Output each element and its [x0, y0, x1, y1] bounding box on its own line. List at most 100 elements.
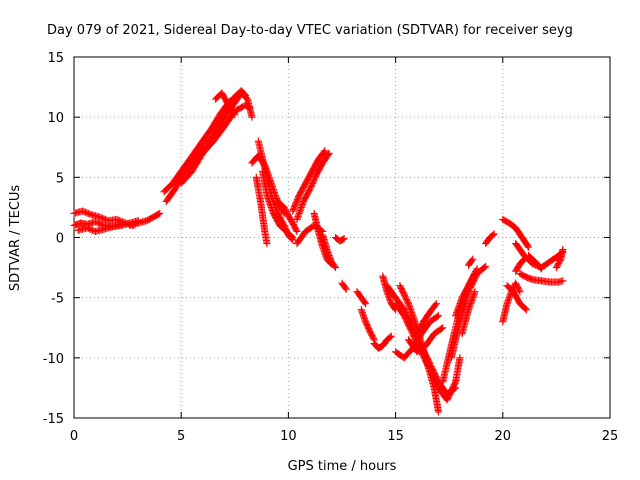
track-marker: [83, 209, 91, 217]
series-arc-23: [357, 306, 378, 344]
series-arc-40: [503, 282, 530, 314]
track-marker: [428, 332, 437, 340]
track-marker: [381, 338, 389, 346]
track-marker: [197, 140, 205, 148]
track-marker: [320, 148, 328, 156]
track-marker: [415, 326, 423, 334]
track-marker: [430, 302, 439, 310]
track-marker: [303, 191, 311, 199]
track-marker: [271, 212, 279, 220]
track-marker: [369, 333, 377, 341]
track-marker: [267, 178, 275, 186]
track-marker: [365, 326, 373, 334]
track-marker: [461, 288, 469, 296]
track-marker: [409, 331, 417, 339]
track-marker: [468, 256, 476, 264]
track-marker: [398, 286, 406, 294]
chart-title: Day 079 of 2021, Sidereal Day-to-day VTE…: [47, 23, 573, 38]
track-marker: [317, 163, 325, 171]
track-marker: [281, 206, 290, 214]
track-marker: [467, 276, 475, 284]
track-marker: [446, 389, 454, 397]
track-marker: [309, 178, 317, 186]
track-marker: [186, 159, 194, 168]
track-marker: [524, 242, 532, 250]
track-marker: [175, 170, 184, 178]
track-marker: [424, 310, 432, 319]
track-marker: [97, 214, 105, 222]
track-marker: [273, 216, 281, 224]
track-marker: [281, 205, 289, 213]
track-marker: [207, 139, 215, 147]
series-arc-37: [482, 230, 498, 248]
series-arc-20: [332, 233, 348, 245]
track-marker: [182, 166, 190, 174]
track-marker: [314, 167, 322, 175]
track-marker: [205, 128, 214, 136]
track-marker: [519, 256, 527, 264]
track-marker: [89, 226, 97, 234]
track-marker: [361, 298, 369, 307]
track-marker: [309, 166, 317, 174]
track-marker: [310, 163, 318, 171]
track-marker: [292, 198, 300, 207]
track-marker: [330, 261, 338, 269]
track-marker: [489, 231, 497, 239]
track-marker: [284, 210, 292, 218]
track-marker: [304, 174, 312, 182]
track-marker: [84, 209, 92, 217]
track-marker: [302, 178, 310, 186]
track-marker: [405, 321, 413, 329]
track-marker: [484, 236, 492, 244]
track-marker: [294, 193, 303, 201]
track-marker: [296, 189, 305, 197]
track-marker: [511, 290, 519, 298]
series-arc-14: [274, 197, 301, 236]
track-marker: [289, 220, 297, 229]
data-point: [312, 171, 320, 179]
track-marker: [513, 294, 521, 302]
y-axis-label: SDTVAR / TECUs: [8, 185, 23, 292]
track-marker: [462, 286, 470, 294]
track-marker: [319, 149, 327, 157]
data-point: [499, 215, 507, 223]
track-marker: [248, 112, 256, 120]
data-point: [295, 191, 303, 199]
track-marker: [436, 325, 444, 334]
track-marker: [313, 158, 321, 166]
track-marker: [324, 150, 332, 159]
track-marker: [467, 278, 475, 286]
track-marker: [401, 313, 409, 321]
track-marker: [367, 329, 375, 337]
track-marker: [293, 197, 301, 205]
track-marker: [274, 219, 282, 227]
track-marker: [367, 330, 375, 338]
track-marker: [309, 165, 317, 173]
track-marker: [301, 181, 309, 189]
track-marker: [369, 334, 377, 342]
track-marker: [107, 223, 115, 231]
x-tick-labels: 0 5 10 15 20 25: [70, 429, 618, 444]
track-marker: [444, 395, 452, 403]
track-marker: [543, 259, 552, 267]
series-arc-15: [293, 149, 333, 223]
data-point: [512, 279, 520, 287]
track-marker: [296, 190, 304, 198]
track-marker: [503, 301, 511, 309]
track-marker: [386, 333, 394, 341]
series-arc-9: [211, 89, 239, 119]
track-marker: [297, 187, 305, 195]
track-marker: [503, 218, 511, 226]
track-marker: [316, 164, 324, 172]
track-marker: [308, 180, 316, 188]
y-tick-label: 10: [47, 111, 64, 126]
track-marker: [416, 324, 424, 332]
track-marker: [270, 211, 278, 219]
track-marker: [291, 225, 300, 233]
track-marker: [263, 190, 271, 198]
track-marker: [300, 230, 308, 238]
track-marker: [155, 210, 163, 218]
track-marker: [298, 186, 306, 194]
track-marker: [414, 327, 423, 335]
track-marker: [259, 159, 267, 167]
